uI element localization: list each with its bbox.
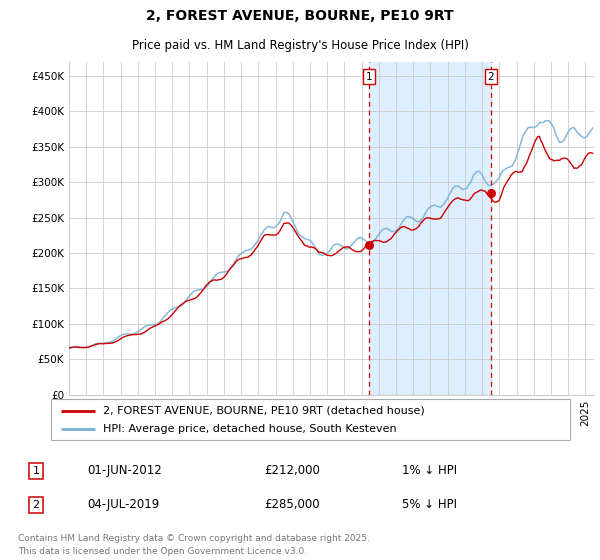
Text: 2: 2 [32, 500, 40, 510]
Text: 2: 2 [487, 72, 494, 82]
Text: 01-JUN-2012: 01-JUN-2012 [87, 464, 162, 478]
Text: 5% ↓ HPI: 5% ↓ HPI [402, 498, 457, 511]
Text: HPI: Average price, detached house, South Kesteven: HPI: Average price, detached house, Sout… [103, 424, 397, 434]
Text: £285,000: £285,000 [264, 498, 320, 511]
Bar [369, 62, 491, 395]
FancyBboxPatch shape [51, 399, 570, 440]
Text: 04-JUL-2019: 04-JUL-2019 [87, 498, 159, 511]
Text: 1: 1 [32, 466, 40, 476]
Text: This data is licensed under the Open Government Licence v3.0.: This data is licensed under the Open Gov… [18, 547, 307, 556]
Text: 2, FOREST AVENUE, BOURNE, PE10 9RT: 2, FOREST AVENUE, BOURNE, PE10 9RT [146, 10, 454, 24]
Text: £212,000: £212,000 [264, 464, 320, 478]
Text: Contains HM Land Registry data © Crown copyright and database right 2025.: Contains HM Land Registry data © Crown c… [18, 534, 370, 543]
Text: Price paid vs. HM Land Registry's House Price Index (HPI): Price paid vs. HM Land Registry's House … [131, 39, 469, 53]
Text: 2, FOREST AVENUE, BOURNE, PE10 9RT (detached house): 2, FOREST AVENUE, BOURNE, PE10 9RT (deta… [103, 405, 425, 416]
Text: 1% ↓ HPI: 1% ↓ HPI [402, 464, 457, 478]
Text: 1: 1 [365, 72, 372, 82]
